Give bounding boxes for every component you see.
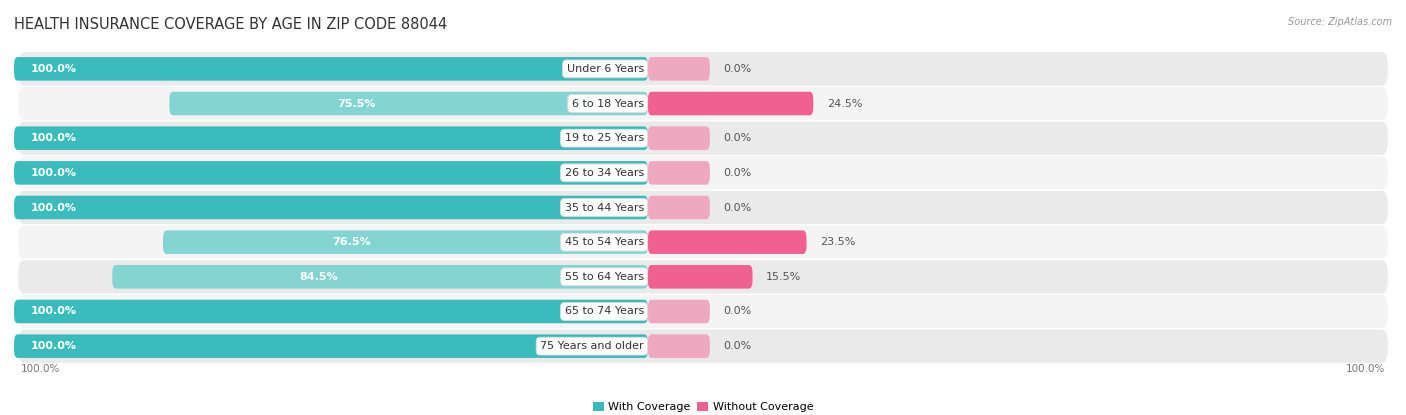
FancyBboxPatch shape [648, 161, 710, 185]
FancyBboxPatch shape [648, 57, 710, 81]
FancyBboxPatch shape [18, 225, 1388, 259]
Text: 100.0%: 100.0% [31, 168, 76, 178]
Text: 100.0%: 100.0% [31, 341, 76, 351]
Text: 100.0%: 100.0% [31, 307, 76, 317]
FancyBboxPatch shape [14, 57, 648, 81]
Text: Source: ZipAtlas.com: Source: ZipAtlas.com [1288, 17, 1392, 27]
Text: 15.5%: 15.5% [766, 272, 801, 282]
Text: Under 6 Years: Under 6 Years [567, 64, 644, 74]
Text: 65 to 74 Years: 65 to 74 Years [564, 307, 644, 317]
Legend: With Coverage, Without Coverage: With Coverage, Without Coverage [588, 397, 818, 415]
FancyBboxPatch shape [648, 196, 710, 219]
FancyBboxPatch shape [18, 295, 1388, 328]
FancyBboxPatch shape [648, 92, 813, 115]
FancyBboxPatch shape [18, 260, 1388, 293]
Text: 100.0%: 100.0% [31, 64, 76, 74]
Text: 100.0%: 100.0% [31, 133, 76, 143]
FancyBboxPatch shape [14, 196, 648, 219]
Text: 76.5%: 76.5% [333, 237, 371, 247]
Text: 75 Years and older: 75 Years and older [540, 341, 644, 351]
FancyBboxPatch shape [18, 122, 1388, 155]
FancyBboxPatch shape [18, 52, 1388, 85]
Text: 100.0%: 100.0% [1346, 364, 1385, 374]
FancyBboxPatch shape [648, 230, 807, 254]
Text: 23.5%: 23.5% [820, 237, 856, 247]
Text: 35 to 44 Years: 35 to 44 Years [564, 203, 644, 212]
FancyBboxPatch shape [18, 156, 1388, 190]
FancyBboxPatch shape [648, 300, 710, 323]
FancyBboxPatch shape [648, 334, 710, 358]
Text: 19 to 25 Years: 19 to 25 Years [564, 133, 644, 143]
Text: 75.5%: 75.5% [337, 98, 375, 108]
FancyBboxPatch shape [14, 334, 648, 358]
Text: 100.0%: 100.0% [31, 203, 76, 212]
FancyBboxPatch shape [14, 127, 648, 150]
FancyBboxPatch shape [163, 230, 648, 254]
FancyBboxPatch shape [18, 330, 1388, 363]
Text: 0.0%: 0.0% [724, 307, 752, 317]
Text: 0.0%: 0.0% [724, 64, 752, 74]
Text: HEALTH INSURANCE COVERAGE BY AGE IN ZIP CODE 88044: HEALTH INSURANCE COVERAGE BY AGE IN ZIP … [14, 17, 447, 32]
Text: 24.5%: 24.5% [827, 98, 862, 108]
Text: 6 to 18 Years: 6 to 18 Years [572, 98, 644, 108]
Text: 0.0%: 0.0% [724, 168, 752, 178]
FancyBboxPatch shape [14, 161, 648, 185]
Text: 55 to 64 Years: 55 to 64 Years [565, 272, 644, 282]
Text: 0.0%: 0.0% [724, 341, 752, 351]
Text: 26 to 34 Years: 26 to 34 Years [564, 168, 644, 178]
FancyBboxPatch shape [648, 265, 752, 288]
Text: 45 to 54 Years: 45 to 54 Years [564, 237, 644, 247]
FancyBboxPatch shape [648, 127, 710, 150]
FancyBboxPatch shape [112, 265, 648, 288]
FancyBboxPatch shape [14, 300, 648, 323]
Text: 0.0%: 0.0% [724, 203, 752, 212]
FancyBboxPatch shape [18, 191, 1388, 224]
FancyBboxPatch shape [18, 87, 1388, 120]
Text: 0.0%: 0.0% [724, 133, 752, 143]
Text: 84.5%: 84.5% [299, 272, 339, 282]
Text: 100.0%: 100.0% [21, 364, 60, 374]
FancyBboxPatch shape [169, 92, 648, 115]
